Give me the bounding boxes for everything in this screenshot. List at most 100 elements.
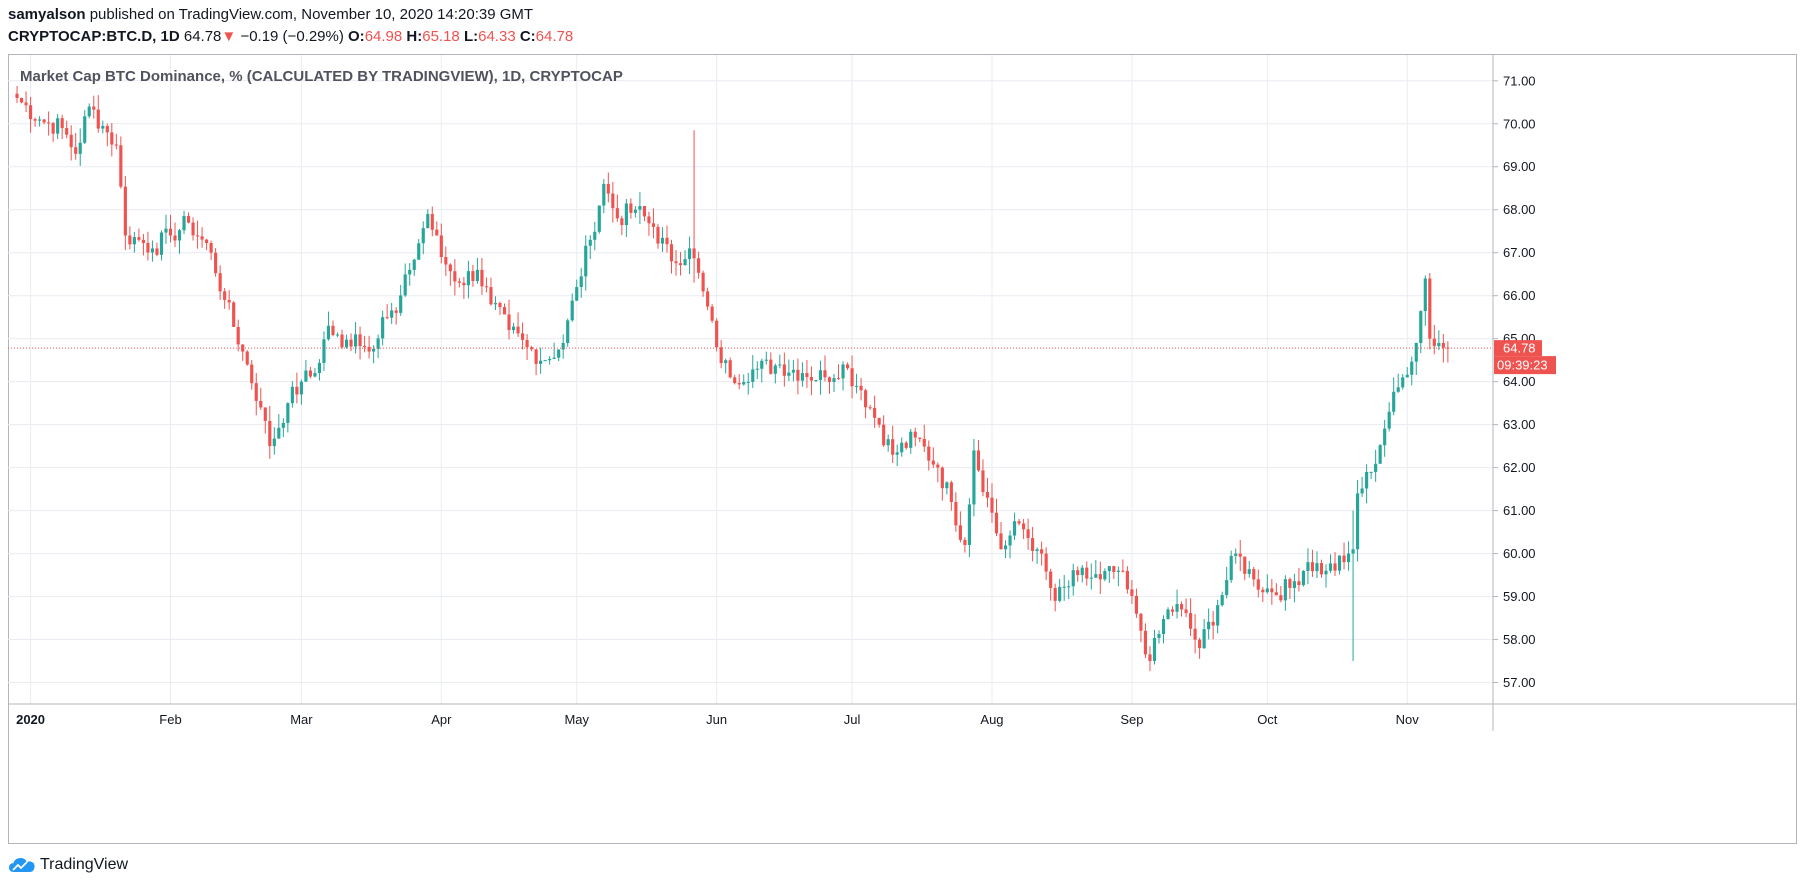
- candle-body: [1089, 577, 1093, 579]
- candle-body: [493, 303, 498, 305]
- candle-body: [326, 325, 331, 340]
- candle-body: [15, 93, 19, 98]
- candle-body: [530, 347, 534, 350]
- candle-body: [760, 360, 764, 369]
- candle-body: [994, 512, 999, 534]
- candle-body: [367, 346, 371, 352]
- candle-body: [791, 369, 795, 373]
- candle-body: [976, 450, 981, 471]
- candle-body: [773, 365, 777, 374]
- candle-body: [778, 364, 782, 366]
- candle-body: [304, 370, 308, 382]
- candle-body: [286, 403, 290, 423]
- candle-body: [985, 492, 990, 498]
- candle-body: [954, 501, 958, 526]
- candle-body: [1319, 563, 1324, 575]
- candle-body: [168, 228, 173, 236]
- candle-body: [895, 452, 899, 455]
- candle-body: [1401, 377, 1405, 388]
- candle-body: [642, 206, 647, 217]
- candle-body: [579, 276, 583, 288]
- candle-body: [281, 422, 285, 428]
- candle-body: [137, 237, 141, 240]
- candle-body: [660, 237, 665, 244]
- candle-body: [65, 128, 69, 135]
- candle-body: [805, 373, 809, 378]
- candle-body: [827, 377, 832, 382]
- y-tick-label: 61.00: [1503, 503, 1536, 518]
- candle-body: [1220, 595, 1224, 606]
- candle-body: [593, 231, 597, 240]
- candle-body: [1243, 556, 1247, 574]
- candle-body: [1252, 569, 1256, 580]
- candle-body: [882, 424, 886, 446]
- candle-body: [453, 271, 457, 282]
- candle-body: [110, 132, 114, 145]
- candle-body: [1161, 619, 1166, 635]
- candle-body: [390, 310, 394, 318]
- candle-body: [123, 186, 127, 236]
- x-tick-label: Jun: [706, 712, 727, 727]
- candle-body: [1342, 555, 1346, 563]
- candle-body: [1130, 589, 1134, 596]
- candle-body: [299, 381, 303, 395]
- tradingview-cloud-icon: [9, 858, 35, 872]
- candle-body: [1049, 571, 1053, 588]
- candle-body: [520, 333, 525, 340]
- candle-body: [823, 370, 827, 378]
- candle-body: [1346, 553, 1351, 563]
- candle-body: [891, 439, 895, 455]
- x-tick-label: Jul: [844, 712, 861, 727]
- candle-body: [733, 377, 737, 384]
- candle-body: [818, 370, 823, 381]
- candle-body: [1080, 567, 1084, 576]
- candle-body: [164, 228, 168, 233]
- candle-body: [344, 339, 349, 348]
- candle-body: [1414, 342, 1418, 362]
- candle-body: [1103, 571, 1107, 580]
- candle-body: [633, 209, 637, 213]
- candle-body: [385, 317, 389, 319]
- candle-body: [1026, 529, 1030, 539]
- y-tick-label: 62.00: [1503, 460, 1536, 475]
- candle-body: [1139, 613, 1143, 631]
- candle-body: [1324, 570, 1328, 575]
- candle-body: [669, 244, 674, 262]
- candle-body: [832, 378, 836, 382]
- candle-body: [484, 286, 489, 288]
- candle-body: [87, 106, 91, 117]
- candle-body: [353, 334, 358, 347]
- candle-body: [191, 222, 195, 236]
- candle-body: [999, 533, 1003, 550]
- candle-body: [606, 183, 610, 194]
- candle-body: [990, 497, 994, 513]
- candle-body: [205, 239, 209, 243]
- candle-body: [1265, 588, 1269, 593]
- candle-body: [1175, 604, 1179, 612]
- candle-body: [317, 362, 322, 374]
- candle-body: [904, 442, 908, 448]
- candle-body: [1035, 549, 1039, 551]
- candle-body: [873, 407, 877, 418]
- candle-body: [114, 144, 118, 146]
- candle-body: [1365, 471, 1369, 489]
- candle-body: [1040, 549, 1044, 554]
- author-name[interactable]: samyalson: [8, 6, 86, 23]
- candle-body: [692, 248, 696, 259]
- candle-body: [1392, 391, 1396, 412]
- candle-body: [1410, 361, 1414, 375]
- candle-body: [227, 299, 231, 303]
- candle-body: [1170, 609, 1175, 612]
- candle-body: [1211, 621, 1215, 626]
- x-tick-label: Sep: [1120, 712, 1143, 727]
- candle-body: [159, 232, 164, 255]
- candle-body: [981, 470, 985, 493]
- last-value: 64.78: [183, 28, 222, 45]
- candle-body: [1292, 581, 1296, 588]
- candle-body: [105, 125, 109, 133]
- candle-body: [1356, 493, 1360, 550]
- candle-body: [268, 420, 272, 447]
- tradingview-footer[interactable]: TradingView: [8, 856, 128, 874]
- candle-body: [1437, 342, 1441, 347]
